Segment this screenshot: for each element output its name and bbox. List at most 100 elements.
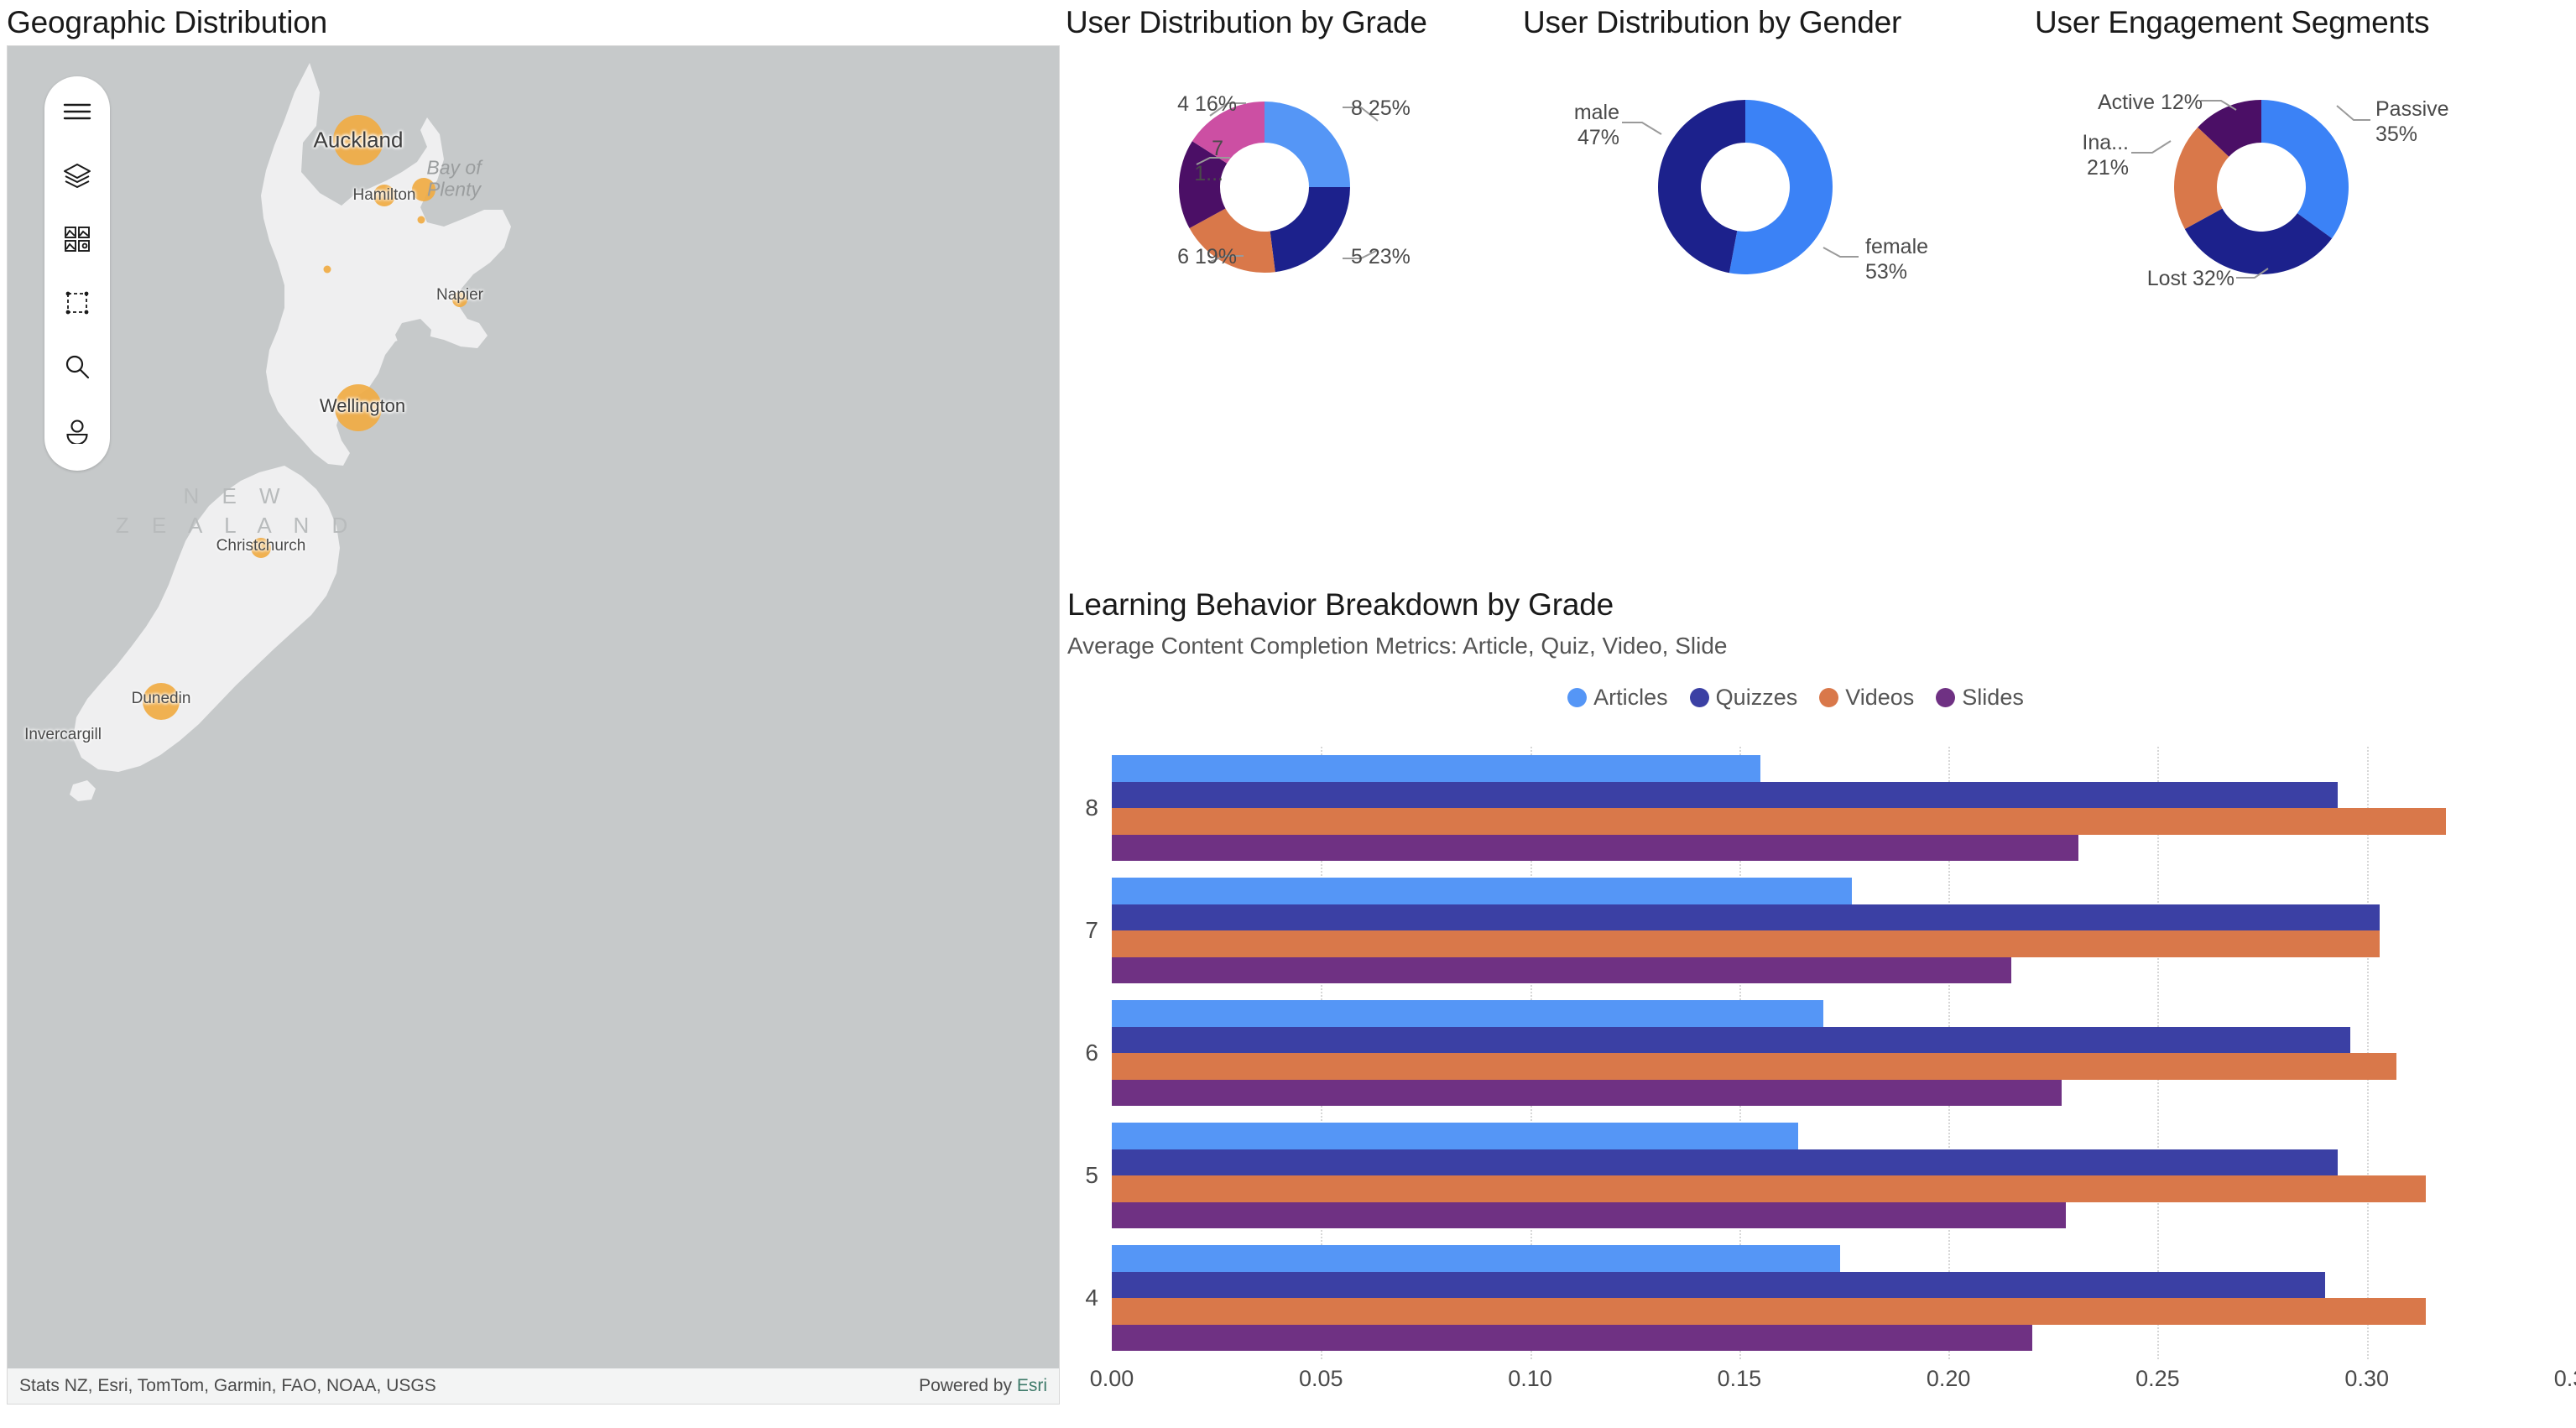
bar-group — [1112, 1123, 2576, 1228]
legend-swatch-quizzes — [1689, 688, 1709, 707]
engagement-donut-svg[interactable] — [2035, 40, 2576, 292]
donut-callout-female: female 53% — [1865, 235, 1929, 284]
x-axis-tick-label: 0.30 — [2344, 1366, 2389, 1391]
chart-user-distribution-by-gender: User Distribution by Gender — [1523, 0, 2035, 292]
bar[interactable] — [1112, 1123, 1798, 1149]
bar[interactable] — [1112, 1053, 2396, 1080]
legend-item-slides[interactable]: Slides — [1936, 685, 2024, 711]
map-panel-title: Geographic Distribution — [7, 5, 328, 39]
city-bubble[interactable] — [333, 115, 383, 165]
bar-group — [1112, 1000, 2576, 1106]
basemap-gallery-icon[interactable] — [57, 222, 97, 256]
legend-label: Videos — [1845, 685, 1915, 710]
city-label-dunedin: Dunedin — [131, 690, 191, 707]
map-canvas[interactable]: Auckland Hamilton Napier Wellington Chri… — [7, 45, 1060, 1405]
bar[interactable] — [1112, 808, 2447, 835]
bar[interactable] — [1112, 878, 1853, 904]
city-label-invercargill: Invercargill — [24, 726, 102, 743]
city-bubble[interactable] — [335, 384, 382, 431]
donut-slice-active[interactable] — [2198, 100, 2261, 157]
y-axis-tick-label: 8 — [1085, 795, 1098, 821]
powered-by-esri[interactable]: Powered by Esri — [919, 1376, 1047, 1395]
city-label-auckland: Auckland — [313, 127, 404, 153]
y-axis-tick-label: 6 — [1085, 1040, 1098, 1066]
bar[interactable] — [1112, 1298, 2426, 1325]
bar-chart-title: Learning Behavior Breakdown by Grade — [1067, 587, 1614, 622]
attribution-text: Stats NZ, Esri, TomTom, Garmin, FAO, NOA… — [19, 1376, 436, 1395]
account-icon[interactable] — [57, 414, 97, 447]
legend-label: Slides — [1962, 685, 2024, 710]
city-bubble[interactable] — [417, 216, 425, 224]
bar[interactable] — [1112, 930, 2380, 957]
bar[interactable] — [1112, 1201, 2066, 1228]
donut-callout-5: 5 23% — [1351, 245, 1411, 268]
legend-item-quizzes[interactable]: Quizzes — [1689, 685, 1798, 711]
donut-callout-6: 6 19% — [1177, 245, 1237, 268]
donut-callout-lost: Lost 32% — [2146, 267, 2234, 290]
donut-slice-male[interactable] — [1657, 100, 1745, 274]
menu-icon[interactable] — [57, 95, 97, 128]
donut-slice-4[interactable] — [1192, 101, 1265, 164]
bar-group — [1112, 1245, 2576, 1351]
bars-container[interactable] — [1112, 747, 2576, 1359]
donut-slice-female[interactable] — [1729, 100, 1833, 274]
select-area-icon[interactable] — [57, 286, 97, 320]
bar-chart-legend: Articles Quizzes Videos Slides — [1066, 659, 2576, 711]
gender-donut-svg[interactable] — [1523, 40, 2035, 292]
city-bubble[interactable] — [251, 538, 271, 558]
legend-label: Quizzes — [1715, 685, 1798, 710]
bar[interactable] — [1112, 1079, 2062, 1106]
city-label-christchurch: Christchurch — [216, 537, 306, 555]
city-label-wellington: Wellington — [319, 395, 406, 416]
donut-slice-5[interactable] — [1270, 187, 1350, 273]
legend-swatch-articles — [1567, 688, 1588, 707]
bar[interactable] — [1112, 755, 1760, 782]
city-bubble[interactable] — [323, 265, 331, 274]
donut-callout-male: male 47% — [1573, 101, 1619, 149]
city-bubble[interactable] — [452, 292, 467, 307]
bar-plot-area: 8 7 6 5 4 0.00 0.05 0.10 0.15 0.20 0.25 0.30 0.35 — [1066, 747, 2576, 1410]
layers-icon[interactable] — [57, 159, 97, 192]
donut-slice-8[interactable] — [1265, 102, 1350, 187]
bar[interactable] — [1112, 1000, 1823, 1027]
donut-slice-inactive[interactable] — [2174, 127, 2229, 229]
legend-item-videos[interactable]: Videos — [1819, 685, 1914, 711]
donut-slice-passive[interactable] — [2261, 100, 2349, 239]
bar-chart-subtitle: Average Content Completion Metrics: Arti… — [1067, 633, 1728, 659]
y-axis-tick-label: 5 — [1085, 1162, 1098, 1188]
bar[interactable] — [1112, 1026, 2350, 1053]
bar[interactable] — [1112, 956, 2011, 983]
grade-donut-svg[interactable] — [1066, 40, 1523, 292]
donut-row: User Distribution by Grade — [1066, 0, 2576, 292]
chart-learning-behavior-breakdown: Learning Behavior Breakdown by Grade Ave… — [1066, 587, 2576, 1428]
chart-user-distribution-by-grade: User Distribution by Grade — [1066, 0, 1523, 292]
bar[interactable] — [1112, 1149, 2338, 1175]
bar[interactable] — [1112, 1245, 1840, 1272]
bar[interactable] — [1112, 1271, 2325, 1298]
bar[interactable] — [1112, 834, 2078, 861]
geographic-distribution-panel: Geographic Distribution — [0, 0, 1066, 1428]
legend-swatch-videos — [1819, 688, 1839, 707]
donut-slice-lost[interactable] — [2184, 208, 2333, 274]
charts-region: User Distribution by Grade — [1066, 0, 2576, 1428]
x-axis-tick-label: 0.00 — [1089, 1366, 1134, 1391]
legend-item-articles[interactable]: Articles — [1567, 685, 1668, 711]
search-icon[interactable] — [57, 350, 97, 383]
x-axis-tick-label: 0.15 — [1717, 1366, 1762, 1391]
bar[interactable] — [1112, 904, 2380, 930]
city-bubble[interactable] — [373, 185, 395, 206]
donut-slice-6[interactable] — [1189, 208, 1275, 273]
legend-label: Articles — [1593, 685, 1668, 710]
country-label-new-zealand: N E W Z E A L A N D — [115, 482, 357, 538]
city-label-hamilton: Hamilton — [352, 186, 416, 204]
city-bubble[interactable] — [143, 683, 180, 720]
donut-slice-7[interactable] — [1178, 141, 1228, 229]
city-bubble[interactable] — [412, 178, 435, 201]
map-toolbar[interactable] — [44, 76, 110, 471]
donut-callout-8: 8 25% — [1351, 96, 1411, 120]
bar[interactable] — [1112, 781, 2338, 808]
bar[interactable] — [1112, 1175, 2426, 1202]
x-axis: 0.00 0.05 0.10 0.15 0.20 0.25 0.30 0.35 — [1090, 1359, 2576, 1410]
bar[interactable] — [1112, 1324, 2032, 1351]
